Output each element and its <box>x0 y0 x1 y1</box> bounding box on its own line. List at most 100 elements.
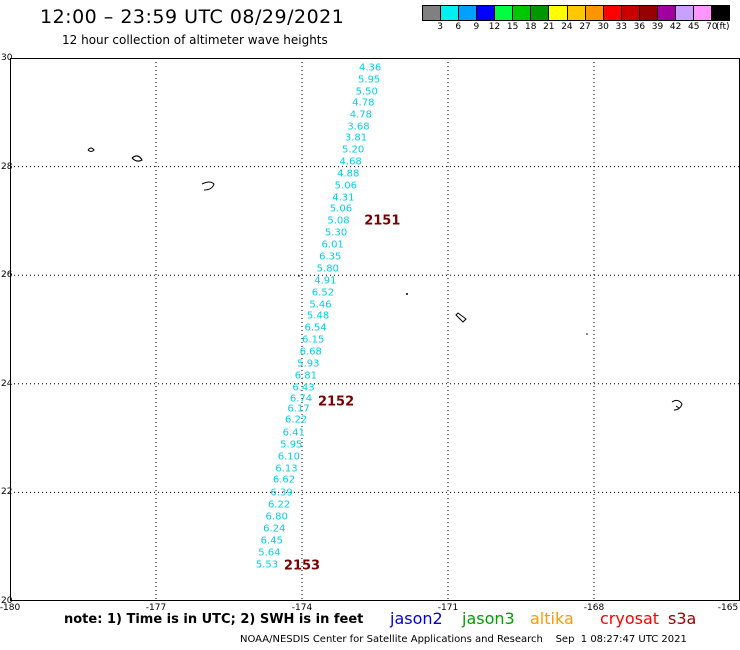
swh-value: 6.74 <box>289 393 313 405</box>
swh-value: 5.95 <box>280 439 303 451</box>
swh-value: 6.01 <box>321 239 344 251</box>
map-canvas <box>10 58 740 601</box>
swh-value: 5.46 <box>309 299 332 311</box>
pass-time-label: 2152 <box>317 394 355 410</box>
map-area: 4.36 5.95 5.50 4.78 4.78 3.68 3.81 5.20 4.68 4.88… <box>10 58 740 601</box>
legend-swatch <box>585 6 604 20</box>
x-tick-label: -174 <box>291 603 313 613</box>
y-tick-label: 24 <box>1 378 13 389</box>
legend-swatch <box>567 6 586 20</box>
swh-value: 5.08 <box>327 215 350 227</box>
swh-value: 6.54 <box>304 322 327 334</box>
color-legend <box>422 5 730 21</box>
swh-value: 6.39 <box>270 487 293 499</box>
island-shape <box>87 147 95 152</box>
footer-note: note: 1) Time is in UTC; 2) SWH is in fe… <box>64 612 364 627</box>
legend-label: 12 <box>488 22 501 32</box>
legend-swatch <box>495 6 514 20</box>
swh-value: 5.30 <box>324 227 348 239</box>
island-shape <box>455 312 467 323</box>
satellite-name: altika <box>530 609 574 628</box>
legend-label: 24 <box>561 22 573 32</box>
y-tick-label: 28 <box>1 161 13 172</box>
legend-swatch <box>603 6 622 20</box>
swh-value: 6.17 <box>287 403 310 415</box>
legend-swatch <box>693 6 712 20</box>
map-subtitle: 12 hour collection of altimeter wave hei… <box>62 33 328 47</box>
swh-value: 6.43 <box>292 382 315 394</box>
island-shape <box>201 181 215 191</box>
swh-value: 4.78 <box>349 109 373 121</box>
legend-swatch <box>621 6 640 20</box>
swh-value: 6.24 <box>263 523 286 535</box>
swh-value: 5.48 <box>306 310 330 322</box>
x-tick-label: -180 <box>0 603 21 613</box>
y-tick-label: 30 <box>1 53 13 63</box>
swh-value: 6.10 <box>277 451 300 463</box>
satellite-name: jason2 <box>390 609 443 628</box>
legend-label: 39 <box>651 22 664 32</box>
map-frame <box>10 58 740 601</box>
x-tick-label: -165 <box>717 603 739 613</box>
legend-label: 6 <box>455 22 462 32</box>
swh-value: 6.62 <box>272 474 296 486</box>
swh-value: 3.81 <box>344 132 368 144</box>
swh-value: 6.81 <box>294 370 318 382</box>
legend-swatch <box>712 6 730 20</box>
legend-label: 21 <box>543 22 555 32</box>
island-shape <box>586 333 588 335</box>
swh-value: 5.50 <box>355 86 378 98</box>
swh-value: 4.31 <box>332 192 355 204</box>
legend-label: 45 <box>688 22 700 32</box>
legend-swatch <box>459 6 478 20</box>
swh-value: 4.78 <box>352 97 375 109</box>
swh-value: 6.52 <box>311 287 335 299</box>
legend-label: 3 <box>437 22 443 32</box>
legend-label: 27 <box>579 22 591 32</box>
legend-unit: (ft) <box>716 22 730 32</box>
swh-value: 5.95 <box>358 74 381 86</box>
swh-value: 4.36 <box>358 62 382 74</box>
swh-value: 4.88 <box>337 168 360 180</box>
legend-label: 15 <box>506 22 519 32</box>
legend-label: 33 <box>615 22 628 32</box>
satellite-name: cryosat <box>600 609 660 628</box>
swh-value: 5.80 <box>316 263 339 275</box>
swh-value: 6.15 <box>302 334 325 346</box>
x-tick-label: -177 <box>145 603 167 613</box>
y-tick-label: 22 <box>1 487 13 498</box>
island-shape <box>406 293 408 295</box>
x-tick-label: -171 <box>437 603 459 613</box>
swh-value: 5.20 <box>341 144 365 156</box>
swh-value: 6.22 <box>285 414 308 426</box>
map-title: 12:00 – 23:59 UTC 08/29/2021 <box>40 6 345 28</box>
swh-value: 4.91 <box>314 275 337 287</box>
satellite-name: jason3 <box>462 609 515 628</box>
swh-value: 6.22 <box>267 499 291 511</box>
swh-value: 5.93 <box>297 358 320 370</box>
swh-value: 6.41 <box>282 427 305 439</box>
legend-label: 18 <box>524 22 537 32</box>
legend-swatch <box>531 6 550 20</box>
island-shape <box>298 275 300 277</box>
x-tick-label: -168 <box>583 603 605 613</box>
y-tick-label: 20 <box>1 596 13 606</box>
swh-value: 6.13 <box>275 463 298 474</box>
legend-swatch <box>639 6 658 20</box>
swh-value: 4.68 <box>339 156 362 168</box>
legend-swatch <box>513 6 532 20</box>
satellite-name: s3a <box>668 609 697 628</box>
swh-value: 6.80 <box>265 511 288 523</box>
legend-label: 9 <box>473 22 480 32</box>
pass-time-label: 2153 <box>283 558 321 574</box>
swh-value: 5.53 <box>255 559 279 571</box>
swh-value: 6.35 <box>319 251 342 263</box>
legend-label: 36 <box>633 22 646 32</box>
y-tick-label: 26 <box>1 270 13 281</box>
legend-swatch <box>477 6 496 20</box>
legend-swatch <box>441 6 460 20</box>
island-shape <box>131 155 143 162</box>
swh-value: 5.06 <box>334 180 357 192</box>
legend-swatch <box>657 6 676 20</box>
legend-label: 30 <box>597 22 609 32</box>
